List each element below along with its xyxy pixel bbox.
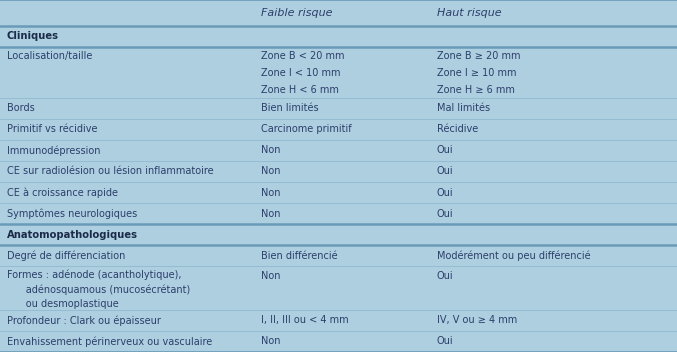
Text: adénosquamous (mucosécrétant): adénosquamous (mucosécrétant)	[7, 284, 190, 295]
Text: Non: Non	[261, 337, 280, 346]
Text: Bien limités: Bien limités	[261, 103, 318, 113]
Text: Anatomopathologiques: Anatomopathologiques	[7, 230, 138, 240]
Text: Bords: Bords	[7, 103, 35, 113]
Text: Cliniques: Cliniques	[7, 31, 59, 41]
Text: Haut risque: Haut risque	[437, 8, 501, 18]
Text: Degré de différenciation: Degré de différenciation	[7, 251, 125, 261]
Text: Récidive: Récidive	[437, 124, 478, 134]
Text: Primitif vs récidive: Primitif vs récidive	[7, 124, 97, 134]
Text: Non: Non	[261, 145, 280, 155]
Text: Carcinome primitif: Carcinome primitif	[261, 124, 351, 134]
Text: Profondeur : Clark ou épaisseur: Profondeur : Clark ou épaisseur	[7, 315, 160, 326]
Text: Faible risque: Faible risque	[261, 8, 332, 18]
Text: Envahissement périnerveux ou vasculaire: Envahissement périnerveux ou vasculaire	[7, 336, 212, 347]
Text: IV, V ou ≥ 4 mm: IV, V ou ≥ 4 mm	[437, 315, 517, 325]
Text: Mal limités: Mal limités	[437, 103, 489, 113]
Text: Immunodépression: Immunodépression	[7, 145, 100, 156]
Text: Oui: Oui	[437, 166, 454, 176]
Text: Modérément ou peu différencié: Modérément ou peu différencié	[437, 251, 590, 261]
Text: Zone I ≥ 10 mm: Zone I ≥ 10 mm	[437, 68, 516, 78]
Text: Zone B < 20 mm: Zone B < 20 mm	[261, 51, 344, 61]
Text: Oui: Oui	[437, 337, 454, 346]
Text: ou desmoplastique: ou desmoplastique	[7, 299, 118, 309]
Text: Non: Non	[261, 271, 280, 281]
Text: I, II, III ou < 4 mm: I, II, III ou < 4 mm	[261, 315, 348, 325]
Text: CE à croissance rapide: CE à croissance rapide	[7, 187, 118, 198]
Text: Non: Non	[261, 166, 280, 176]
Text: Zone I < 10 mm: Zone I < 10 mm	[261, 68, 340, 78]
Text: Oui: Oui	[437, 209, 454, 219]
Text: Zone H < 6 mm: Zone H < 6 mm	[261, 85, 338, 95]
Text: Localisation/taille: Localisation/taille	[7, 51, 92, 61]
Text: Non: Non	[261, 188, 280, 197]
Text: Oui: Oui	[437, 271, 454, 281]
Text: Oui: Oui	[437, 188, 454, 197]
Text: Oui: Oui	[437, 145, 454, 155]
Text: Bien différencié: Bien différencié	[261, 251, 337, 261]
Text: Zone H ≥ 6 mm: Zone H ≥ 6 mm	[437, 85, 515, 95]
Text: Symptômes neurologiques: Symptômes neurologiques	[7, 208, 137, 219]
Text: Non: Non	[261, 209, 280, 219]
Text: Zone B ≥ 20 mm: Zone B ≥ 20 mm	[437, 51, 520, 61]
Text: CE sur radiolésion ou lésion inflammatoire: CE sur radiolésion ou lésion inflammatoi…	[7, 166, 213, 176]
Text: Formes : adénode (acantholytique),: Formes : adénode (acantholytique),	[7, 270, 181, 281]
